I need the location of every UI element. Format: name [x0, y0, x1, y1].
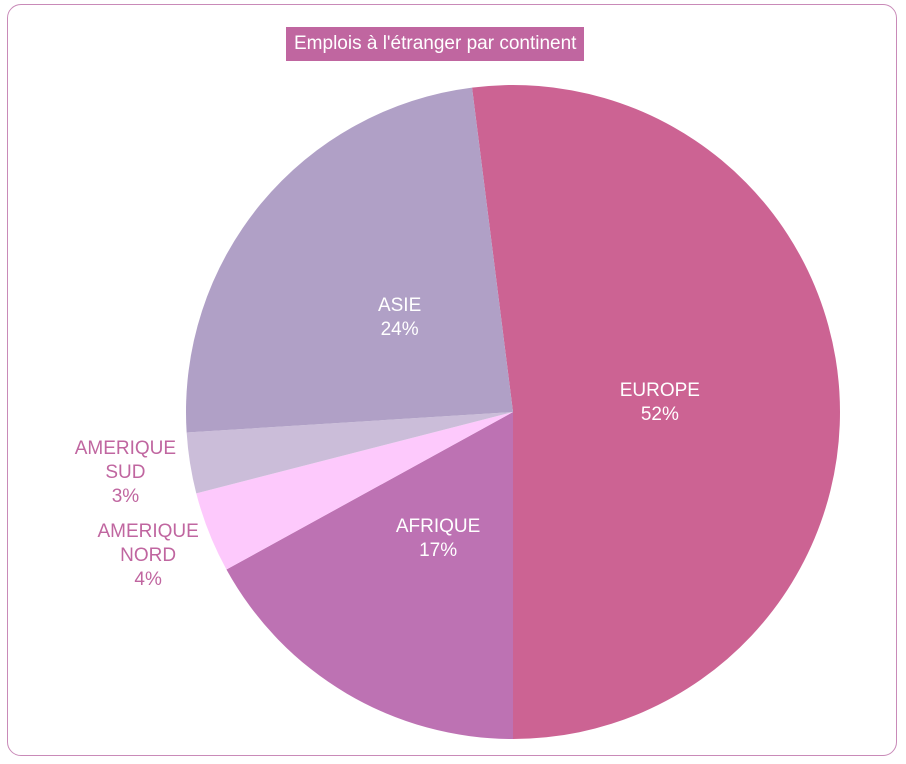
pie-slice	[186, 87, 513, 433]
pie-slice	[186, 412, 513, 494]
slice-label: AMERIQUE NORD	[97, 521, 199, 567]
slice-value: 4%	[134, 569, 162, 591]
slice-value: 17%	[419, 539, 458, 561]
slice-value: 52%	[640, 403, 679, 425]
frame	[7, 4, 897, 756]
pie-slice	[472, 85, 840, 740]
slice-label: EUROPE	[619, 379, 700, 401]
pie-slice	[196, 412, 513, 570]
pie-slice	[226, 412, 514, 739]
slice-label: AMERIQUE SUD	[74, 438, 177, 484]
slice-label: ASIE	[377, 295, 422, 317]
slice-value: 3%	[111, 486, 140, 508]
slice-label: AFRIQUE	[395, 515, 481, 537]
slice-value: 24%	[380, 319, 419, 341]
chart-title: Emplois à l'étranger par continent	[286, 27, 585, 61]
